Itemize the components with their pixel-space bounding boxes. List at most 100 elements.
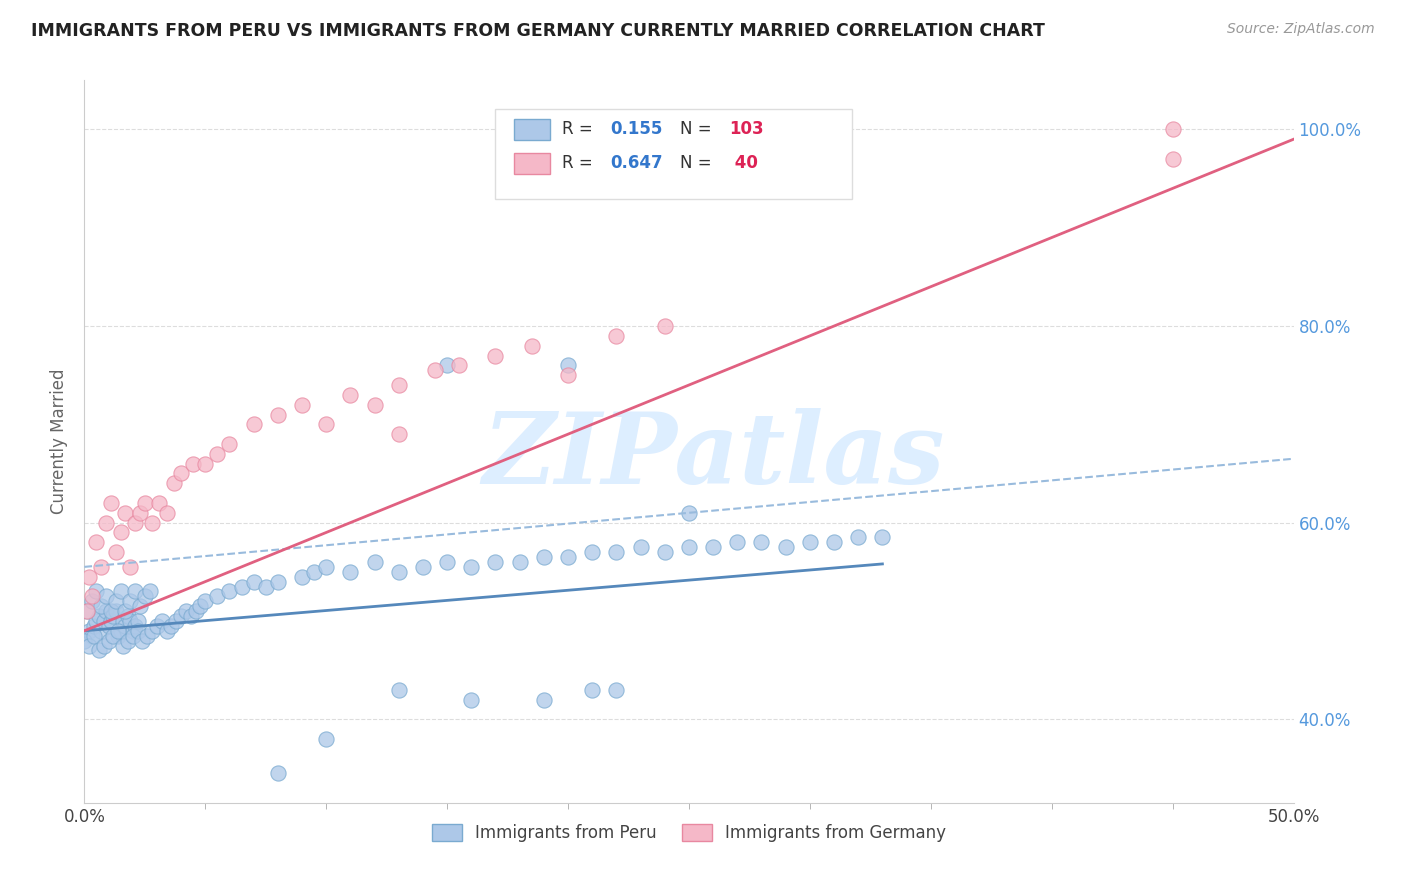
Text: N =: N =: [681, 153, 711, 171]
Point: [363, 555, 385, 569]
Point: [509, 555, 531, 569]
Point: [725, 535, 748, 549]
Point: [112, 614, 135, 628]
Point: [141, 516, 163, 530]
Point: [267, 408, 290, 422]
Point: [436, 359, 458, 373]
Point: [94, 604, 117, 618]
Point: [630, 540, 652, 554]
Text: R =: R =: [562, 153, 593, 171]
Point: [146, 619, 169, 633]
Point: [678, 506, 700, 520]
Point: [107, 629, 129, 643]
Point: [460, 560, 482, 574]
Point: [242, 574, 264, 589]
Point: [121, 624, 143, 638]
Point: [605, 682, 627, 697]
Point: [581, 545, 603, 559]
Point: [120, 614, 142, 628]
Point: [533, 549, 555, 564]
Point: [100, 604, 122, 618]
Text: 103: 103: [728, 120, 763, 137]
Point: [131, 633, 153, 648]
Text: N =: N =: [681, 120, 711, 137]
Point: [436, 555, 458, 569]
Point: [174, 604, 197, 618]
Point: [291, 570, 314, 584]
Point: [605, 329, 627, 343]
Point: [148, 496, 170, 510]
Point: [654, 319, 676, 334]
Point: [103, 629, 125, 643]
Point: [163, 476, 186, 491]
Point: [291, 398, 314, 412]
Point: [388, 378, 411, 392]
Text: Source: ZipAtlas.com: Source: ZipAtlas.com: [1227, 22, 1375, 37]
Point: [110, 584, 132, 599]
Point: [90, 624, 112, 638]
Point: [388, 682, 411, 697]
Point: [702, 540, 724, 554]
Point: [1161, 122, 1184, 136]
Point: [484, 555, 506, 569]
Point: [605, 545, 627, 559]
Point: [127, 614, 149, 628]
Point: [110, 525, 132, 540]
Text: IMMIGRANTS FROM PERU VS IMMIGRANTS FROM GERMANY CURRENTLY MARRIED CORRELATION CH: IMMIGRANTS FROM PERU VS IMMIGRANTS FROM …: [31, 22, 1045, 40]
Point: [121, 629, 143, 643]
Point: [83, 619, 105, 633]
FancyBboxPatch shape: [513, 153, 550, 174]
FancyBboxPatch shape: [495, 109, 852, 200]
Point: [267, 574, 290, 589]
Point: [90, 560, 112, 574]
Text: R =: R =: [562, 120, 593, 137]
Point: [181, 457, 204, 471]
Point: [134, 496, 156, 510]
Point: [76, 604, 98, 618]
Point: [93, 639, 115, 653]
Point: [104, 594, 127, 608]
Point: [194, 457, 217, 471]
Point: [170, 467, 193, 481]
Point: [155, 506, 177, 520]
Point: [388, 565, 411, 579]
Point: [302, 565, 325, 579]
Point: [97, 633, 120, 648]
Point: [114, 506, 136, 520]
Point: [520, 339, 543, 353]
Point: [114, 604, 136, 618]
Point: [388, 427, 411, 442]
Point: [799, 535, 821, 549]
Point: [557, 368, 579, 383]
Point: [557, 359, 579, 373]
Point: [90, 599, 112, 614]
Point: [751, 535, 773, 549]
Point: [207, 590, 229, 604]
Point: [124, 619, 146, 633]
Point: [533, 692, 555, 706]
Point: [107, 624, 129, 638]
Point: [190, 599, 212, 614]
Point: [77, 570, 100, 584]
Point: [150, 614, 173, 628]
Point: [86, 614, 108, 628]
Point: [231, 580, 253, 594]
Point: [557, 549, 579, 564]
Point: [339, 565, 361, 579]
Point: [104, 604, 127, 618]
Point: [77, 639, 100, 653]
Point: [363, 398, 385, 412]
Point: [86, 584, 108, 599]
Point: [254, 580, 277, 594]
Point: [124, 516, 146, 530]
Text: 0.647: 0.647: [610, 153, 664, 171]
Point: [194, 594, 217, 608]
Point: [97, 619, 120, 633]
Point: [315, 560, 337, 574]
Point: [872, 530, 894, 544]
Point: [267, 766, 290, 780]
Point: [654, 545, 676, 559]
Legend: Immigrants from Peru, Immigrants from Germany: Immigrants from Peru, Immigrants from Ge…: [425, 817, 953, 848]
Point: [207, 447, 229, 461]
Point: [184, 604, 207, 618]
